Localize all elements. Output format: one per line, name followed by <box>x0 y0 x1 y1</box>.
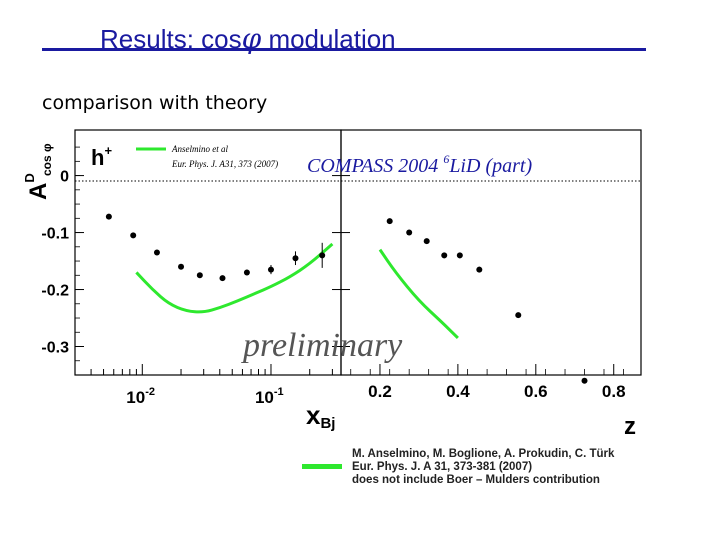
x-tick-label: 0.8 <box>602 382 626 401</box>
reference-line-3: does not include Boer – Mulders contribu… <box>352 474 600 486</box>
x-axis-label-right: z <box>624 413 636 440</box>
left-x-ticks: 10-2 10-1 <box>74 364 333 407</box>
z-data-point <box>441 252 448 259</box>
y-tick-label: -0.3 <box>41 340 69 357</box>
title-phi: φ <box>241 22 262 55</box>
xbj-data-point <box>243 269 250 276</box>
x-tick-label: 0.4 <box>446 382 470 401</box>
right-y-ticks <box>332 175 350 348</box>
reference-theory-swatch <box>302 464 342 469</box>
xbj-data-point <box>319 252 326 259</box>
legend-line-1: Anselmino et al <box>171 144 228 154</box>
z-data-point <box>406 229 413 236</box>
preliminary-watermark: preliminary <box>241 327 403 364</box>
y-tick-label: -0.2 <box>41 283 69 300</box>
xbj-data-point <box>153 249 160 256</box>
reference-note: M. Anselmino, M. Boglione, A. Prokudin, … <box>352 448 614 487</box>
x-axis-label-left: xBj <box>306 400 335 432</box>
reference-line-1: M. Anselmino, M. Boglione, A. Prokudin, … <box>352 448 615 460</box>
z-data-point <box>476 266 483 273</box>
reference-line-2: Eur. Phys. J. A 31, 373-381 (2007) <box>352 461 533 473</box>
xbj-data-point <box>105 213 112 220</box>
xbj-data-point <box>292 255 299 262</box>
hadron-label: h+ <box>91 143 112 170</box>
z-data-point <box>386 218 393 225</box>
x-tick-label: 10-1 <box>255 386 284 407</box>
xbj-data-point <box>130 232 137 239</box>
legend-line-2: Eur. Phys. J. A31, 373 (2007) <box>171 159 278 169</box>
x-tick-label: 0.2 <box>368 382 392 401</box>
compass-annotation: COMPASS 2004 6LiD (part) <box>307 152 532 177</box>
y-tick-label: -0.1 <box>41 226 69 243</box>
theory-curves <box>135 242 459 340</box>
right-x-ticks: 0.2 0.4 0.6 0.8 <box>350 364 626 401</box>
x-tick-label: 10-2 <box>126 386 155 407</box>
theory-curve-xbj <box>135 242 334 314</box>
y-axis-label: AD <box>22 173 52 200</box>
data-points <box>105 213 588 384</box>
y-tick-label: 0 <box>60 169 69 186</box>
slide-subtitle: comparison with theory <box>42 92 268 114</box>
xbj-data-point <box>267 266 274 273</box>
z-data-point <box>581 377 588 384</box>
xbj-data-point <box>219 275 226 282</box>
z-data-point <box>423 238 430 245</box>
z-data-point <box>456 252 463 259</box>
left-y-ticks: 0 -0.1 -0.2 -0.3 <box>41 146 84 362</box>
y-axis-sublabel: cos φ <box>40 143 54 176</box>
xbj-data-point <box>178 263 185 270</box>
right-panel-frame <box>340 129 642 376</box>
z-data-point <box>515 312 522 319</box>
xbj-data-point <box>196 272 203 279</box>
title-underline <box>42 48 646 51</box>
x-tick-label: 0.6 <box>524 382 548 401</box>
theory-curve-z <box>378 248 459 340</box>
